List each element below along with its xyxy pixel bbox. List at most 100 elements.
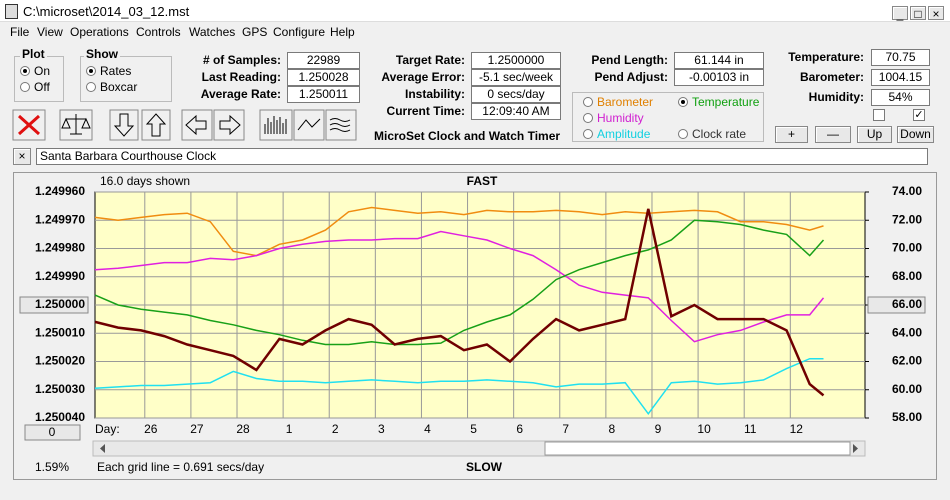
radio-label[interactable]: Clock rate [692, 127, 747, 141]
field-value: 1004.15 [871, 69, 930, 86]
group-title: Plot [20, 47, 47, 61]
left-button[interactable] [181, 109, 213, 141]
right-button[interactable] [213, 109, 245, 141]
y-tick-label: 1.249970 [35, 212, 85, 226]
slow-label: SLOW [466, 460, 503, 474]
center-button[interactable] [19, 296, 89, 314]
x-tick-label: 7 [562, 422, 569, 436]
radio-button[interactable] [20, 66, 30, 76]
adjust-button[interactable]: Up [857, 126, 892, 143]
radio-label[interactable]: Amplitude [597, 127, 651, 141]
close-button[interactable]: × [928, 6, 944, 21]
field-label: Average Rate: [200, 87, 281, 101]
radio-button[interactable] [678, 129, 688, 139]
x-tick-label: 26 [144, 422, 158, 436]
field-label: Temperature: [788, 50, 864, 64]
y2-tick-label: 64.00 [892, 325, 922, 339]
y-tick-label: 1.250040 [35, 410, 85, 424]
series-line [94, 219, 825, 346]
series-line [94, 208, 825, 397]
field-value: 22989 [287, 52, 360, 69]
bars-button[interactable] [259, 109, 293, 141]
radio-label[interactable]: On [34, 64, 51, 78]
radio-label[interactable]: Off [34, 80, 50, 94]
y2-tick-label: 68.00 [892, 269, 922, 283]
field-value: -0.00103 in [674, 69, 764, 86]
days-shown: 16.0 days shown [100, 174, 190, 188]
down-button[interactable] [109, 109, 139, 141]
center-button[interactable] [867, 296, 926, 314]
radio-button[interactable] [583, 113, 593, 123]
scale-button[interactable] [59, 109, 93, 141]
menu-item[interactable]: GPS [242, 25, 268, 39]
radio-button[interactable] [20, 82, 30, 92]
x-tick-label: 11 [744, 422, 757, 436]
x-tick-label: 12 [790, 422, 804, 436]
x-tick-label: 5 [470, 422, 477, 436]
field-label: Target Rate: [395, 53, 465, 67]
x-tick-label: 27 [190, 422, 204, 436]
radio-label[interactable]: Rates [100, 64, 132, 78]
wave-button[interactable] [293, 109, 325, 141]
radio-label[interactable]: Humidity [597, 111, 644, 125]
radio-button[interactable] [583, 129, 593, 139]
menu-item[interactable]: View [37, 25, 63, 39]
scroll-arrow-right[interactable] [853, 444, 858, 453]
scroll-thumb[interactable] [544, 441, 851, 456]
offset-button[interactable] [24, 424, 81, 441]
toolbar-icons [12, 109, 357, 141]
minimize-button[interactable]: _ [892, 6, 908, 21]
x-tick-label: 4 [424, 422, 431, 436]
window-title: C:\microset\2014_03_12.mst [23, 4, 190, 19]
app-icon [5, 4, 18, 19]
fast-label: FAST [467, 174, 498, 188]
y2-tick-label: 66.00 [892, 297, 922, 311]
series-line [94, 357, 824, 416]
y2-tick-label: 74.00 [892, 184, 922, 198]
menu-item[interactable]: Controls [136, 25, 181, 39]
x-tick-label: 8 [609, 422, 616, 436]
maximize-button[interactable]: □ [910, 6, 926, 21]
menu-item[interactable]: File [10, 25, 30, 39]
group-title: Show [84, 47, 120, 61]
radio-button[interactable] [583, 97, 593, 107]
series-line [94, 230, 825, 343]
radio-label[interactable]: Barometer [597, 95, 654, 109]
watch-name-field[interactable]: Santa Barbara Courthouse Clock [36, 148, 928, 165]
adjust-button[interactable]: Down [897, 126, 934, 143]
up-button[interactable] [141, 109, 171, 141]
menu-item[interactable]: Help [330, 25, 355, 39]
grid-note: Each grid line = 0.691 secs/day [97, 460, 264, 474]
radio-label[interactable]: Boxcar [100, 80, 138, 94]
y2-tick-label: 62.00 [892, 354, 922, 368]
adjust-button[interactable]: + [775, 126, 808, 143]
field-label: Current Time: [386, 104, 465, 118]
x-tick-label: 1 [286, 422, 293, 436]
adjust-button[interactable]: — [815, 126, 851, 143]
radio-button[interactable] [86, 82, 96, 92]
field-value: 12:09:40 AM [471, 103, 561, 120]
y-tick-label: 1.249990 [35, 269, 85, 283]
checkbox[interactable] [873, 109, 885, 121]
menu-item[interactable]: Configure [273, 25, 326, 39]
offset-label: 0 [49, 425, 56, 439]
radio-button[interactable] [678, 97, 688, 107]
x-tick-label: 2 [332, 422, 339, 436]
y2-tick-label: 58.00 [892, 410, 922, 424]
radio-label[interactable]: Temperature [692, 95, 760, 109]
clear-button[interactable]: × [13, 148, 31, 165]
scroll-arrow-left[interactable] [100, 444, 105, 453]
y-tick-label: 1.250000 [35, 297, 85, 311]
menu-item[interactable]: Operations [70, 25, 129, 39]
checkbox[interactable]: ✓ [913, 109, 925, 121]
field-label: # of Samples: [202, 53, 281, 67]
field-value: 54% [871, 89, 930, 106]
boxcar-button[interactable] [325, 109, 357, 141]
menu-item[interactable]: Watches [189, 25, 236, 39]
stop-button[interactable] [12, 109, 46, 141]
field-label: Pend Length: [591, 53, 668, 67]
radio-button[interactable] [86, 66, 96, 76]
series-line [94, 206, 824, 257]
